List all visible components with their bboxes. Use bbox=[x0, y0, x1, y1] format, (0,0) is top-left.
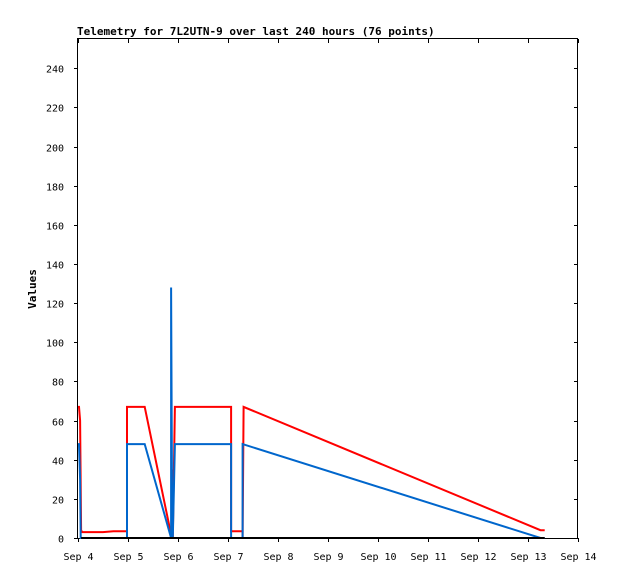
y-tick-label: 240 bbox=[46, 65, 64, 76]
y-tick-label: 220 bbox=[46, 104, 64, 115]
series-layer bbox=[78, 287, 545, 539]
y-tick-label: 140 bbox=[46, 261, 64, 272]
x-tick-label: Sep 4 bbox=[63, 552, 93, 563]
y-tick-label: 40 bbox=[52, 457, 64, 468]
y-tick-label: 60 bbox=[52, 418, 64, 429]
x-tick-label: Sep 10 bbox=[360, 552, 396, 563]
x-tick-label: Sep 13 bbox=[510, 552, 546, 563]
x-tick-label: Sep 5 bbox=[113, 552, 143, 563]
y-tick-label: 100 bbox=[46, 339, 64, 350]
x-axis: Sep 4 Sep 5 Sep 6 Sep 7 Sep 8 Sep 9 Sep 10 Sep … bbox=[63, 39, 597, 563]
x-tick-label: Sep 11 bbox=[410, 552, 446, 563]
chart-title: Telemetry for 7L2UTN-9 over last 240 hou… bbox=[77, 25, 435, 38]
y-tick-label: 180 bbox=[46, 183, 64, 194]
x-tick-label: Sep 8 bbox=[263, 552, 293, 563]
y-tick-label: 160 bbox=[46, 222, 64, 233]
plot-frame bbox=[77, 38, 578, 539]
y-tick-label: 120 bbox=[46, 300, 64, 311]
y-tick-label: 80 bbox=[52, 378, 64, 389]
y-tick-label: 20 bbox=[52, 496, 64, 507]
x-tick-label: Sep 9 bbox=[313, 552, 343, 563]
x-tick-label: Sep 7 bbox=[213, 552, 243, 563]
y-axis: 0 20 40 60 80 100 120 140 160 180 200 220 240 bbox=[46, 65, 578, 546]
y-axis-label: Values bbox=[26, 269, 39, 309]
x-tick-label: Sep 6 bbox=[163, 552, 193, 563]
x-tick-label: Sep 12 bbox=[460, 552, 496, 563]
y-tick-label: 0 bbox=[58, 535, 64, 546]
series-line-2 bbox=[78, 287, 545, 539]
y-tick-label: 200 bbox=[46, 144, 64, 155]
x-tick-label: Sep 14 bbox=[560, 552, 596, 563]
series-line-1 bbox=[78, 405, 545, 539]
